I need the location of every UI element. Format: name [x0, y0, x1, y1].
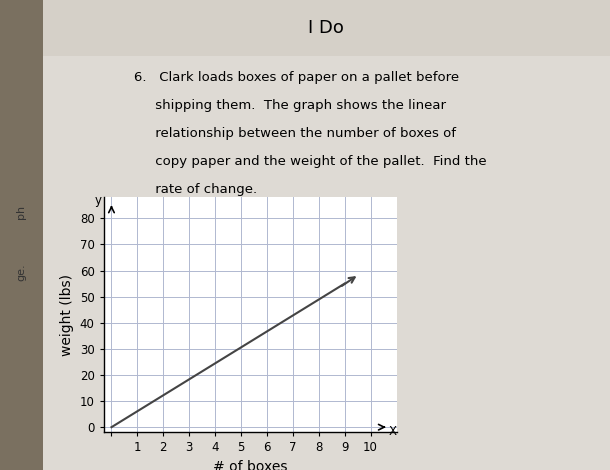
- Text: ge.: ge.: [16, 264, 26, 282]
- Text: rate of change.: rate of change.: [134, 183, 257, 196]
- Text: y: y: [95, 194, 102, 206]
- Text: 6.   Clark loads boxes of paper on a pallet before: 6. Clark loads boxes of paper on a palle…: [134, 70, 459, 84]
- Text: shipping them.  The graph shows the linear: shipping them. The graph shows the linea…: [134, 99, 446, 112]
- Text: copy paper and the weight of the pallet.  Find the: copy paper and the weight of the pallet.…: [134, 155, 487, 168]
- Text: relationship between the number of boxes of: relationship between the number of boxes…: [134, 127, 456, 140]
- Text: ph: ph: [16, 204, 26, 219]
- X-axis label: # of boxes: # of boxes: [213, 460, 287, 470]
- Y-axis label: weight (lbs): weight (lbs): [60, 274, 74, 356]
- Text: I Do: I Do: [309, 19, 344, 37]
- Text: X: X: [389, 424, 396, 438]
